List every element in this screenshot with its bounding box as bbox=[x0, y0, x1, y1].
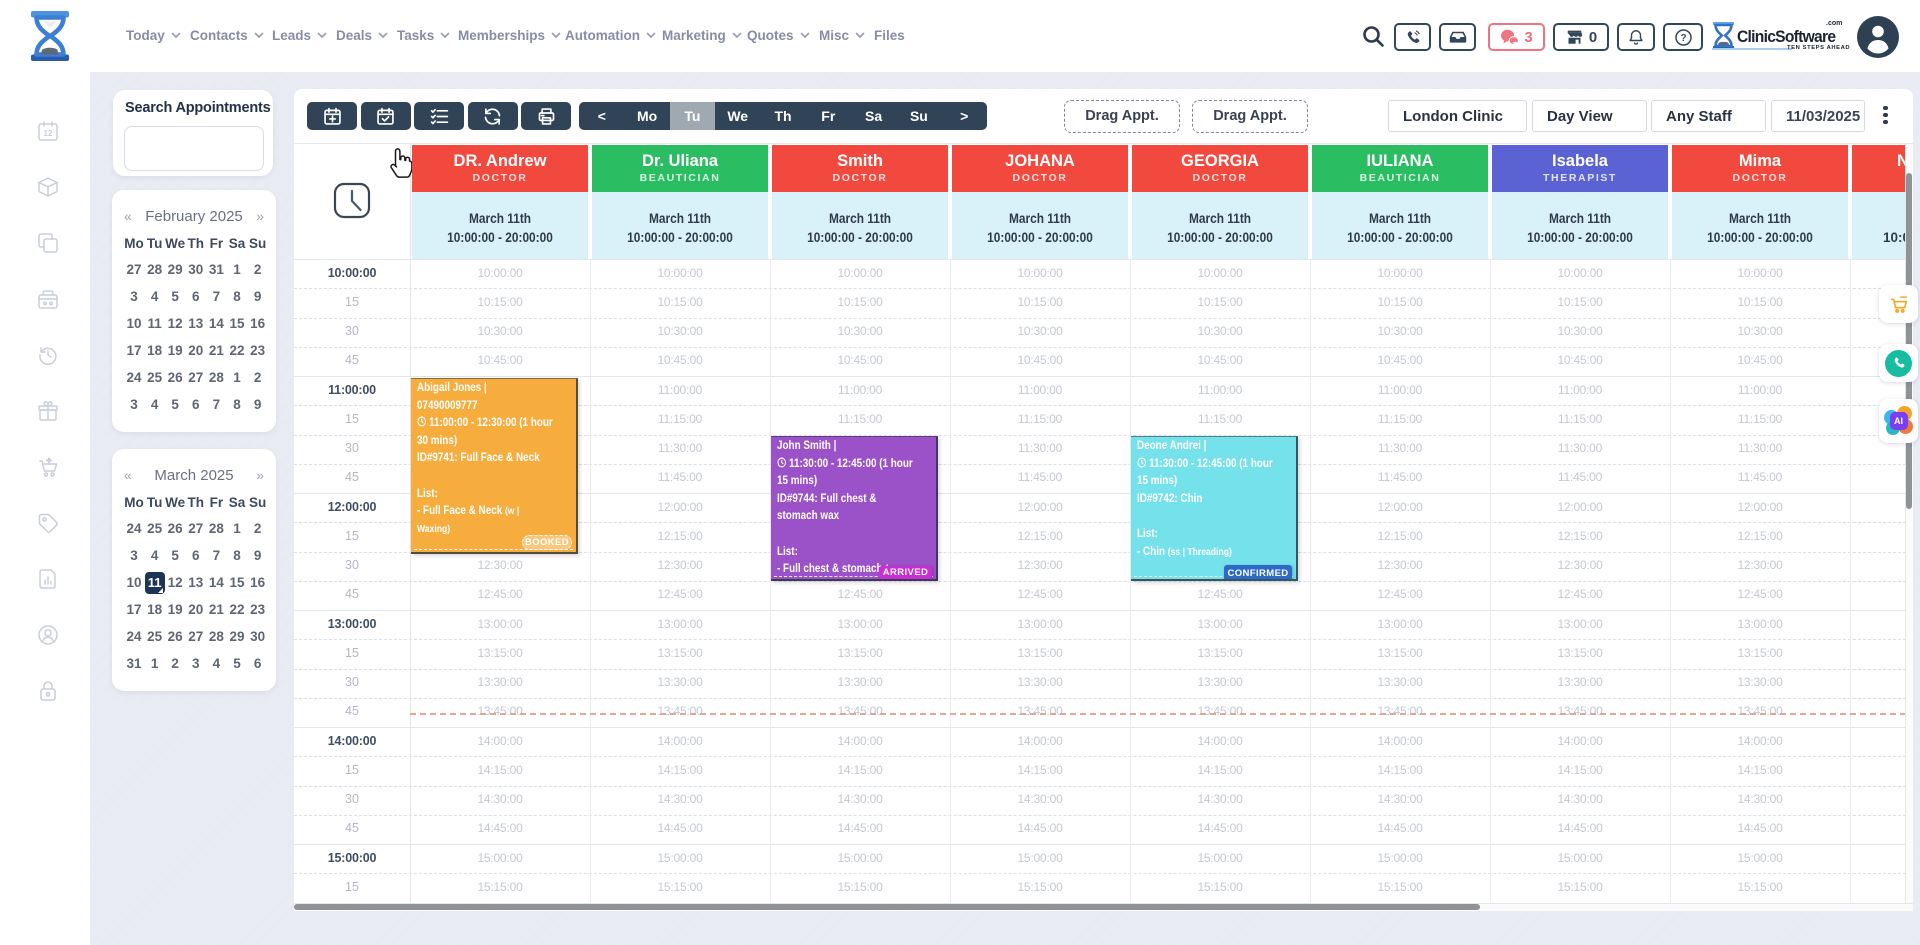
svg-text:?: ? bbox=[1680, 33, 1686, 44]
svg-text:12: 12 bbox=[44, 129, 53, 138]
